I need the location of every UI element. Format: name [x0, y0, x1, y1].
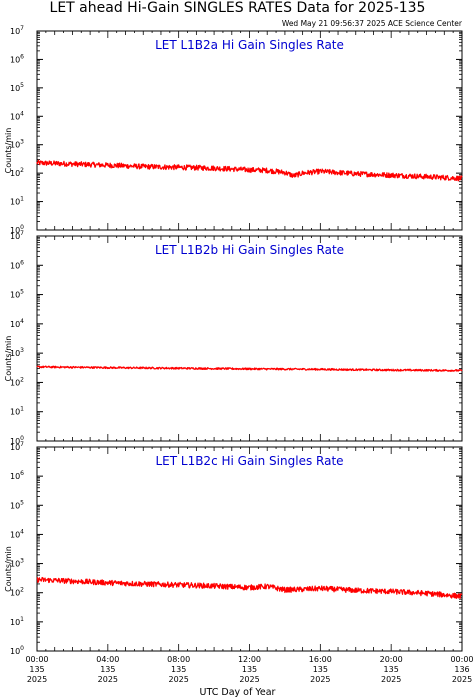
panel-title: LET L1B2c Hi Gain Singles Rate — [155, 454, 343, 468]
x-tick-doy: 135 — [242, 665, 257, 674]
y-tick-label: 104 — [10, 110, 24, 121]
y-tick-label: 100 — [10, 645, 24, 656]
y-tick-label: 107 — [10, 25, 24, 36]
x-tick-time: 16:00 — [309, 655, 332, 664]
x-tick-year: 2025 — [168, 675, 188, 684]
y-tick-label: 106 — [10, 53, 24, 64]
y-tick-label: 103 — [10, 347, 24, 358]
y-tick-label: 101 — [10, 406, 24, 417]
x-tick-year: 2025 — [27, 675, 47, 684]
x-tick-year: 2025 — [239, 675, 259, 684]
y-tick-label: 102 — [10, 167, 24, 178]
page-title: LET ahead Hi-Gain SINGLES RATES Data for… — [49, 0, 426, 16]
x-tick-year: 2025 — [310, 675, 330, 684]
y-tick-label: 100 — [10, 224, 24, 235]
y-tick-label: 107 — [10, 441, 24, 452]
y-tick-label: 104 — [10, 528, 24, 539]
y-axis-label: Counts/min — [4, 336, 13, 382]
y-axis-label: Counts/min — [4, 128, 13, 174]
x-tick-time: 08:00 — [167, 655, 190, 664]
x-tick-doy: 135 — [29, 665, 44, 674]
series-line — [36, 576, 463, 599]
panel-1: 100 101 102 103 104 105 106 107 Counts/min LET L1… — [4, 25, 463, 235]
y-tick-label: 101 — [10, 196, 24, 207]
panel-3: 100 101 102 103 104 105 106 107 Counts/min LET L1… — [4, 441, 463, 656]
x-tick-year: 2025 — [452, 675, 472, 684]
y-axis-label: Counts/min — [4, 546, 13, 592]
y-tick-label: 103 — [10, 139, 24, 150]
x-tick-doy: 135 — [313, 665, 328, 674]
panel-title: LET L1B2a Hi Gain Singles Rate — [155, 38, 344, 52]
x-tick-doy: 136 — [454, 665, 469, 674]
x-tick-time: 20:00 — [380, 655, 403, 664]
y-tick-label: 105 — [10, 499, 24, 510]
x-axis-label: UTC Day of Year — [199, 687, 276, 698]
y-tick-label: 102 — [10, 376, 24, 387]
plot-frame — [36, 30, 463, 231]
plot-frame — [36, 235, 463, 442]
panel-2: 100 101 102 103 104 105 106 107 Counts/min LET L1… — [4, 230, 463, 446]
y-tick-label: 102 — [10, 587, 24, 598]
y-tick-label: 105 — [10, 82, 24, 93]
series-line — [36, 159, 463, 182]
y-tick-label: 100 — [10, 435, 24, 446]
series-line — [36, 365, 463, 372]
y-tick-label: 104 — [10, 318, 24, 329]
timestamp: Wed May 21 09:56:37 2025 ACE Science Cen… — [281, 19, 462, 28]
plot-frame — [36, 446, 463, 652]
x-tick-doy: 135 — [100, 665, 115, 674]
x-tick-time: 00:00 — [450, 655, 473, 664]
x-tick-year: 2025 — [98, 675, 118, 684]
y-tick-label: 106 — [10, 470, 24, 481]
y-tick-label: 103 — [10, 558, 24, 569]
x-tick-time: 00:00 — [25, 655, 48, 664]
y-tick-label: 101 — [10, 616, 24, 627]
x-tick-doy: 135 — [384, 665, 399, 674]
x-tick-time: 12:00 — [238, 655, 261, 664]
y-tick-label: 106 — [10, 259, 24, 270]
x-tick-time: 04:00 — [96, 655, 119, 664]
panel-title: LET L1B2b Hi Gain Singles Rate — [155, 243, 344, 257]
x-tick-doy: 135 — [171, 665, 186, 674]
y-tick-label: 105 — [10, 289, 24, 300]
y-tick-label: 107 — [10, 230, 24, 241]
x-tick-year: 2025 — [381, 675, 401, 684]
